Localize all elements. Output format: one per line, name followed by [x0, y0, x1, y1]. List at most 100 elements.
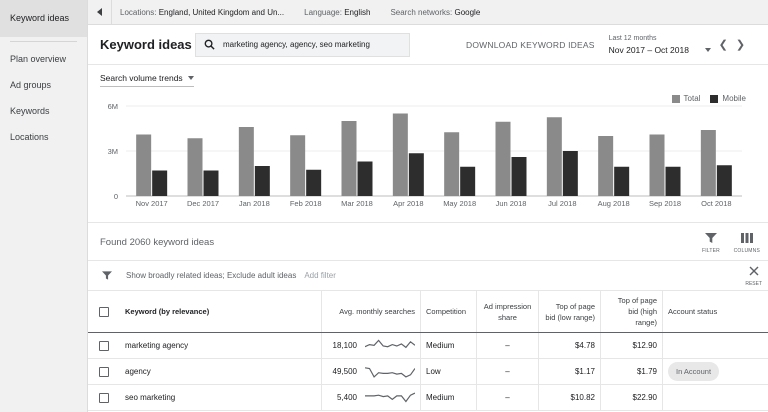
page-header: Keyword ideas marketing agency, agency, …: [88, 25, 768, 65]
y-tick-label: 6M: [108, 102, 118, 111]
bid-high-cell: $1.79: [601, 359, 663, 384]
chevron-down-icon: [704, 47, 711, 52]
col-header-bid-high[interactable]: Top of page bid (high range): [601, 291, 663, 332]
applied-filters-row: Show broadly related ideas; Exclude adul…: [88, 261, 768, 291]
keyword-search-input[interactable]: marketing agency, agency, seo marketing: [195, 32, 410, 57]
filter-tool-button[interactable]: FILTER: [702, 233, 720, 254]
bar-total: [136, 134, 152, 196]
table-row[interactable]: seo marketing 5,400 Medium – $10.82 $22.…: [88, 385, 768, 411]
account-status-cell: [663, 385, 768, 410]
y-tick-label: 3M: [108, 147, 118, 156]
sidebar-item-keyword-ideas[interactable]: Keyword ideas: [0, 0, 87, 37]
table-header: Keyword (by relevance) Avg. monthly sear…: [88, 291, 768, 333]
keyword-cell: agency: [120, 359, 322, 384]
col-header-bid-low[interactable]: Top of page bid (low range): [539, 291, 601, 332]
bar-total: [598, 136, 614, 196]
col-header-competition[interactable]: Competition: [421, 291, 477, 332]
row-checkbox[interactable]: [99, 340, 109, 351]
bid-low-cell: $4.78: [539, 333, 601, 358]
date-range-label: Last 12 months: [608, 34, 657, 42]
select-all-checkbox[interactable]: [99, 306, 109, 317]
sidebar-item-keywords[interactable]: Keywords: [10, 106, 50, 116]
chart-legend: Total Mobile: [671, 94, 746, 103]
bar-total: [700, 130, 716, 196]
bar-mobile: [614, 166, 630, 196]
impression-cell: –: [477, 359, 539, 384]
locations-filter[interactable]: Locations: England, United Kingdom and U…: [120, 7, 285, 17]
select-all-cell: [88, 291, 120, 332]
reset-button[interactable]: RESET: [745, 266, 762, 287]
sidebar-item-plan-overview[interactable]: Plan overview: [10, 54, 67, 64]
x-tick-label: Jan 2018: [239, 199, 270, 208]
bid-high-cell: $12.90: [601, 333, 663, 358]
in-account-badge[interactable]: In Account: [668, 362, 720, 381]
impression-cell: –: [477, 385, 539, 410]
searches-cell: 5,400: [322, 385, 421, 410]
sidebar-item-locations[interactable]: Locations: [10, 132, 49, 142]
col-header-account-status[interactable]: Account status: [668, 307, 718, 316]
sparkline-path: [365, 392, 415, 402]
keyword-cell: seo marketing: [120, 385, 322, 410]
trend-sparkline: [365, 392, 415, 402]
row-checkbox[interactable]: [99, 392, 109, 403]
download-keyword-ideas-button[interactable]: DOWNLOAD KEYWORD IDEAS: [466, 39, 595, 50]
add-filter-button[interactable]: Add filter: [304, 271, 336, 280]
trend-type-select[interactable]: Search volume trends: [100, 73, 194, 87]
bar-mobile: [511, 157, 527, 196]
x-tick-label: Nov 2017: [136, 199, 168, 208]
applied-filters-text[interactable]: Show broadly related ideas; Exclude adul…: [126, 271, 297, 280]
collapse-arrow-button[interactable]: [88, 0, 112, 25]
trend-select-label: Search volume trends: [100, 73, 183, 83]
chevron-left-icon[interactable]: ❮: [718, 39, 728, 51]
row-checkbox-cell: [88, 359, 120, 384]
trend-sparkline: [365, 366, 415, 378]
sidebar: Keyword ideas Plan overview Ad groups Ke…: [0, 0, 88, 412]
search-value: marketing agency, agency, seo marketing: [223, 40, 370, 49]
networks-filter[interactable]: Search networks: Google: [390, 7, 481, 17]
x-tick-label: Aug 2018: [598, 199, 630, 208]
funnel-icon: [704, 233, 717, 243]
keyword-cell: marketing agency: [120, 333, 322, 358]
trend-sparkline: [365, 338, 415, 348]
filter-bar: Locations: England, United Kingdom and U…: [88, 0, 768, 25]
date-range-picker[interactable]: Last 12 months Nov 2017 – Oct 2018: [609, 35, 711, 55]
x-tick-label: Jun 2018: [496, 199, 527, 208]
sidebar-item-ad-groups[interactable]: Ad groups: [10, 80, 52, 90]
legend-swatch-total: [671, 94, 680, 103]
language-filter[interactable]: Language: English: [304, 7, 371, 17]
keyword-table: Keyword (by relevance) Avg. monthly sear…: [88, 291, 768, 411]
bar-mobile: [357, 161, 373, 196]
x-tick-label: Oct 2018: [701, 199, 731, 208]
dropdown-arrow-icon: [187, 76, 194, 80]
col-header-keyword[interactable]: Keyword (by relevance): [120, 291, 322, 332]
account-status-cell: In Account: [663, 359, 768, 384]
bar-mobile: [152, 170, 168, 196]
results-summary-bar: Found 2060 keyword ideas FILTER COLUMNS: [88, 222, 768, 261]
bar-mobile: [562, 151, 578, 196]
legend-item-mobile: Mobile: [710, 94, 746, 103]
chevron-right-icon[interactable]: ❯: [735, 39, 746, 51]
x-tick-label: Feb 2018: [290, 199, 322, 208]
legend-item-total: Total: [671, 94, 700, 103]
bar-mobile: [716, 165, 732, 196]
x-tick-label: May 2018: [443, 199, 476, 208]
searches-cell: 49,500: [322, 359, 421, 384]
search-icon: [204, 39, 215, 50]
bar-mobile: [460, 166, 476, 196]
bar-total: [187, 138, 203, 196]
page-title: Keyword ideas: [100, 37, 192, 52]
table-row[interactable]: agency 49,500 Low – $1.17 $1.79 In Accou…: [88, 359, 768, 385]
row-checkbox-cell: [88, 333, 120, 358]
bar-total: [444, 132, 460, 196]
triangle-left-icon: [97, 8, 102, 16]
bid-low-cell: $1.17: [539, 359, 601, 384]
columns-tool-button[interactable]: COLUMNS: [734, 233, 760, 254]
bar-total: [392, 113, 408, 196]
col-header-searches[interactable]: Avg. monthly searches: [322, 291, 421, 332]
sparkline-path: [365, 366, 415, 378]
col-header-impression-share[interactable]: Ad impression share: [477, 291, 539, 332]
table-row[interactable]: marketing agency 18,100 Medium – $4.78 $…: [88, 333, 768, 359]
row-checkbox-cell: [88, 385, 120, 410]
row-checkbox[interactable]: [99, 366, 109, 377]
bar-mobile: [665, 166, 681, 196]
